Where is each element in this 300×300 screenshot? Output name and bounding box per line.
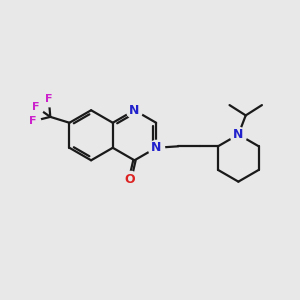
Text: O: O xyxy=(125,173,135,186)
Text: F: F xyxy=(32,102,39,112)
Text: N: N xyxy=(151,141,161,154)
Text: F: F xyxy=(45,94,52,104)
Text: F: F xyxy=(29,116,36,126)
Text: N: N xyxy=(129,104,140,117)
Text: N: N xyxy=(233,128,244,141)
